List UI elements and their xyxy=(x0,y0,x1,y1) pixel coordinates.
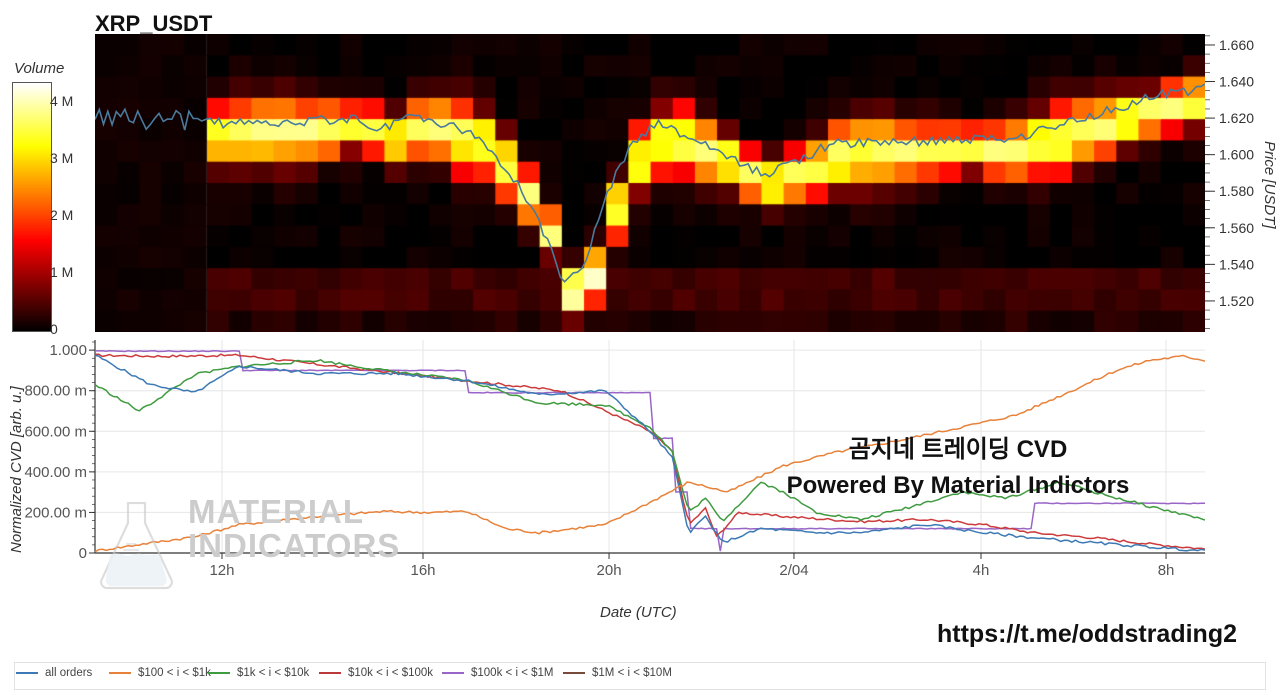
svg-text:800.00 m: 800.00 m xyxy=(24,383,87,400)
svg-text:400.00 m: 400.00 m xyxy=(24,464,87,481)
svg-text:0: 0 xyxy=(79,545,87,562)
svg-text:2/04: 2/04 xyxy=(779,562,808,579)
svg-text:1.560: 1.560 xyxy=(1219,220,1254,236)
svg-text:8h: 8h xyxy=(1158,562,1175,579)
svg-text:4h: 4h xyxy=(973,562,990,579)
svg-text:600.00 m: 600.00 m xyxy=(24,423,87,440)
svg-text:1.520: 1.520 xyxy=(1219,293,1254,309)
svg-text:1.600: 1.600 xyxy=(1219,147,1254,163)
svg-text:1.580: 1.580 xyxy=(1219,183,1254,199)
svg-text:1.540: 1.540 xyxy=(1219,256,1254,272)
svg-text:12h: 12h xyxy=(209,562,234,579)
svg-text:1.000: 1.000 xyxy=(49,342,87,359)
svg-text:1.640: 1.640 xyxy=(1219,74,1254,90)
svg-text:16h: 16h xyxy=(410,562,435,579)
svg-text:1.620: 1.620 xyxy=(1219,110,1254,126)
svg-text:200.00 m: 200.00 m xyxy=(24,504,87,521)
svg-text:1.660: 1.660 xyxy=(1219,37,1254,53)
svg-text:20h: 20h xyxy=(597,562,622,579)
